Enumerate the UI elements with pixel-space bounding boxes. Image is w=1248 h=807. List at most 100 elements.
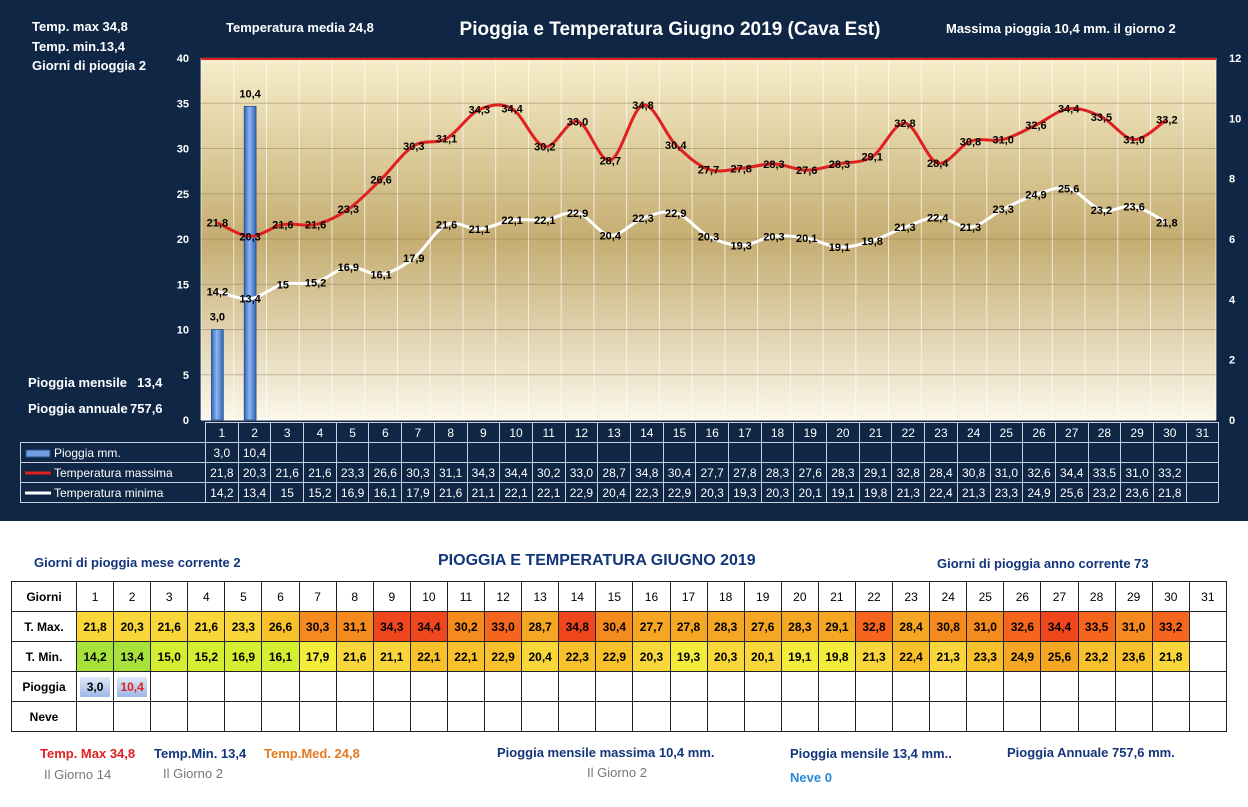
tmin-cell: 21,3 [929,641,968,672]
legend-label: Temperatura massima [54,465,173,480]
rain-cell [484,671,523,702]
day-header: 29 [1114,581,1153,612]
tmin-cell: 23,2 [1077,641,1116,672]
rain-cell [187,671,226,702]
bottom-title: PIOGGIA E TEMPERATURA GIUGNO 2019 [438,552,756,569]
temp-min-point-label: 14,2 [207,286,228,298]
day-header: 30 [1151,581,1190,612]
rain-cell [929,671,968,702]
chart-table-cell: 23,3 [989,482,1024,503]
footer-snow: Neve 0 [790,770,832,785]
day-header: 4 [187,581,226,612]
rain-cell [669,671,708,702]
chart-table-cell: 30,3 [401,462,435,483]
chart-table-day: 16 [695,422,729,443]
tmax-cell: 21,6 [187,611,226,642]
chart-table-day: 6 [368,422,403,443]
rain-cell [335,671,374,702]
rain-cell [521,671,560,702]
day-header: 6 [261,581,300,612]
daily-row-day: Giorni 1 2 3 4 5 6 7 8 9 10 11 12 13 14 15 16 17 18 19 20 21 2… [11,581,1227,612]
temp-max-point-label: 26,6 [370,174,391,186]
tmin-cell: 22,3 [558,641,597,672]
temp-min-point-label: 23,2 [1091,205,1112,217]
chart-table-cell: 26,6 [368,462,403,483]
chart-table-cell: 34,4 [499,462,533,483]
rain-annual-label: Pioggia annuale [28,401,128,416]
temp-min-summary: Temp. min.13,4 [32,39,125,54]
temp-min-point-label: 21,1 [469,224,490,236]
rain-cell: 10,4 [113,671,152,702]
left-axis-tick: 40 [177,53,189,65]
tmax-cell: 30,8 [929,611,968,642]
rain-cell [1151,671,1190,702]
chart-table-cell: 28,4 [924,462,958,483]
chart-table-cell: 19,8 [858,482,893,503]
legend-label: Temperatura minima [54,485,164,500]
temp-min-point-label: 19,3 [731,240,752,252]
chart-table-day: 13 [597,422,631,443]
temp-max-point-label: 30,2 [534,142,555,154]
chart-table-cell: 29,1 [858,462,893,483]
temp-min-point-label: 17,9 [403,253,424,265]
right-axis-tick: 6 [1229,234,1235,246]
tmax-cell: 33,2 [1151,611,1190,642]
day-header: 5 [224,581,263,612]
rain-value: 3,0 [80,676,111,697]
chart-table-cell: 32,8 [891,462,926,483]
chart-table-cell [760,442,795,463]
chart-table-cell [1185,442,1220,463]
temp-min-point-label: 22,4 [927,212,949,224]
tmax-cell: 27,6 [743,611,782,642]
tmax-cell: 31,0 [966,611,1005,642]
chart-table-cell [466,442,501,463]
temp-max-line [216,103,1168,238]
chart-table-cell: 30,4 [662,462,697,483]
tmin-cell: 22,9 [484,641,523,672]
chart-table-day: 1 [205,422,239,443]
tmax-cell: 27,8 [669,611,708,642]
chart-table-cell: 21,3 [891,482,926,503]
temp-min-point-label: 21,3 [960,222,981,234]
snow-cell [854,701,894,732]
legend-entry: Temperatura massima [20,462,206,483]
rain-cell [706,671,745,702]
left-axis-tick: 35 [177,98,189,110]
day-header: 7 [298,581,337,612]
chart-table-day: 3 [270,422,305,443]
chart-table-cell: 27,6 [793,462,828,483]
day-header: 24 [929,581,968,612]
day-header: 25 [966,581,1005,612]
chart-table-cell: 22,4 [924,482,958,503]
left-axis-tick: 5 [183,370,189,382]
chart-table-day: 21 [858,422,893,443]
temp-min-point-label: 21,8 [1156,218,1177,230]
chart-table-day: 9 [466,422,501,443]
left-axis-tick: 30 [177,144,189,156]
temp-min-point-label: 19,1 [829,242,850,254]
tmax-cell: 26,6 [261,611,300,642]
temp-min-point-label: 20,3 [763,231,784,243]
rain-bar [211,329,224,421]
max-rain-summary: Massima pioggia 10,4 mm. il giorno 2 [946,21,1176,36]
day-header: 12 [484,581,523,612]
tmin-cell: 14,2 [75,641,115,672]
chart-table-day: 11 [531,422,566,443]
chart-table-corner [21,423,206,443]
snow-cell [187,701,226,732]
temp-max-point-label: 28,3 [829,159,850,171]
rain-cell [298,671,337,702]
chart-table-cell: 33,5 [1087,462,1122,483]
rain-monthly-value: 13,4 [137,375,163,390]
day-header: 2 [113,581,152,612]
tmax-cell: 23,3 [224,611,263,642]
temp-min-point-label: 24,9 [1025,190,1046,202]
day-header: 10 [409,581,448,612]
tmax-cell: 20,3 [113,611,152,642]
chart-table-cell [1185,462,1220,483]
chart-table-cell: 23,3 [335,462,370,483]
tmin-cell: 20,4 [521,641,560,672]
chart-table-cell [597,442,631,463]
temp-max-point-label: 28,7 [600,155,621,167]
rain-cell [558,671,597,702]
